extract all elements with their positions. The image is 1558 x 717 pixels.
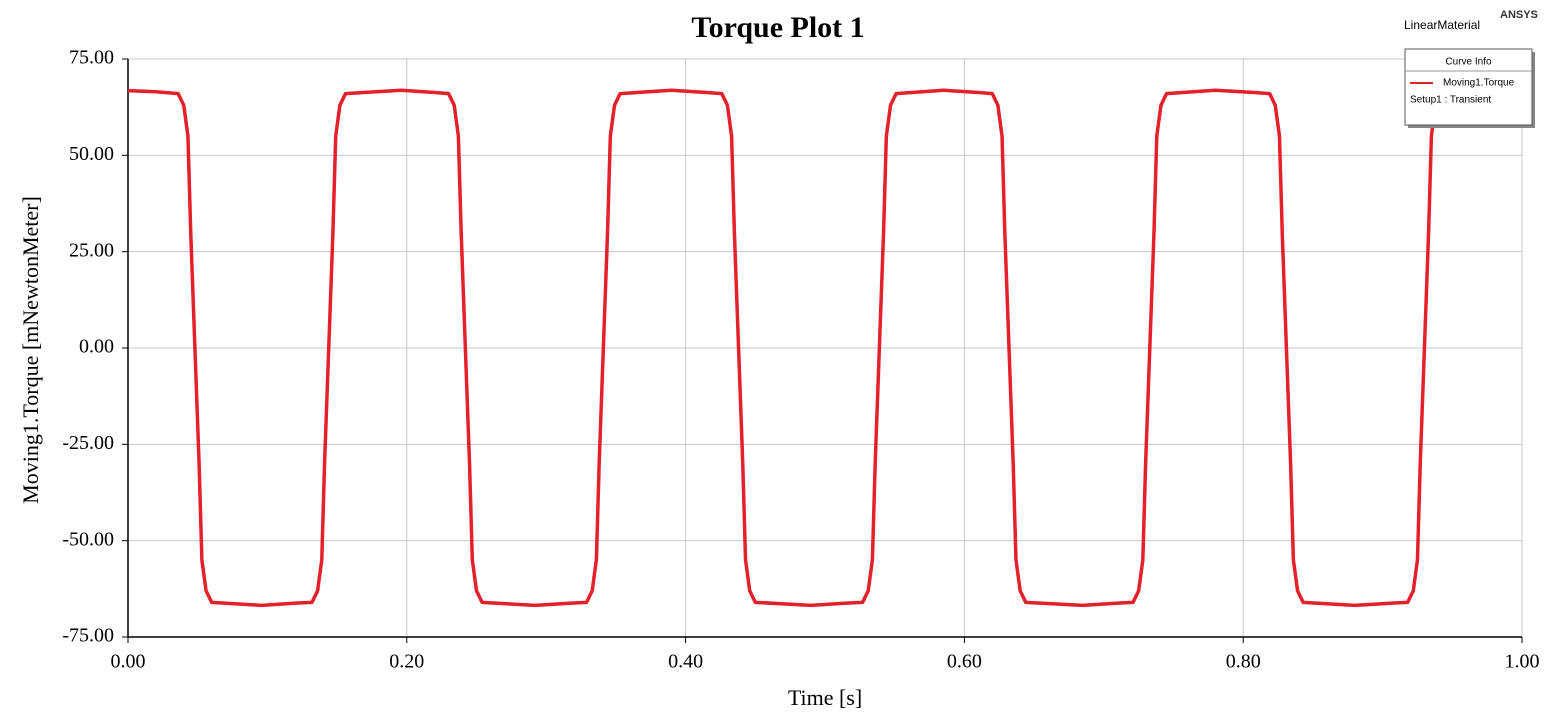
chart-title: Torque Plot 1: [691, 11, 864, 44]
y-tick-label: -25.00: [62, 432, 114, 454]
legend-label: Moving1.Torque: [1443, 78, 1515, 89]
legend: Curve Info Moving1.Torque Setup1 : Transie…: [1404, 48, 1535, 128]
y-axis-label: Moving1.Torque [mNewtonMeter]: [18, 196, 43, 504]
design-name: LinearMaterial: [1404, 18, 1480, 32]
data-line: [127, 88, 1443, 608]
y-tick-label: -50.00: [62, 528, 114, 550]
x-axis-label: Time [s]: [788, 685, 862, 710]
legend-box: [1404, 48, 1533, 126]
watermark: ANSYS: [1500, 9, 1538, 21]
x-tick-label: 0.80: [1226, 651, 1261, 673]
legend-title: Curve Info: [1445, 57, 1492, 68]
x-tick-label: 0.40: [668, 651, 703, 673]
y-tick-label: 50.00: [69, 143, 114, 165]
x-tick-label: 0.20: [389, 651, 424, 673]
y-tick-label: -75.00: [62, 625, 114, 647]
x-tick-label: 0.00: [111, 651, 146, 673]
y-tick-label: 75.00: [69, 47, 114, 69]
y-tick-label: 25.00: [69, 239, 114, 261]
x-tick-label: 1.00: [1505, 651, 1540, 673]
y-tick-label: 0.00: [79, 336, 114, 358]
legend-subtext: Setup1 : Transient: [1410, 95, 1491, 106]
x-tick-label: 0.60: [947, 651, 982, 673]
